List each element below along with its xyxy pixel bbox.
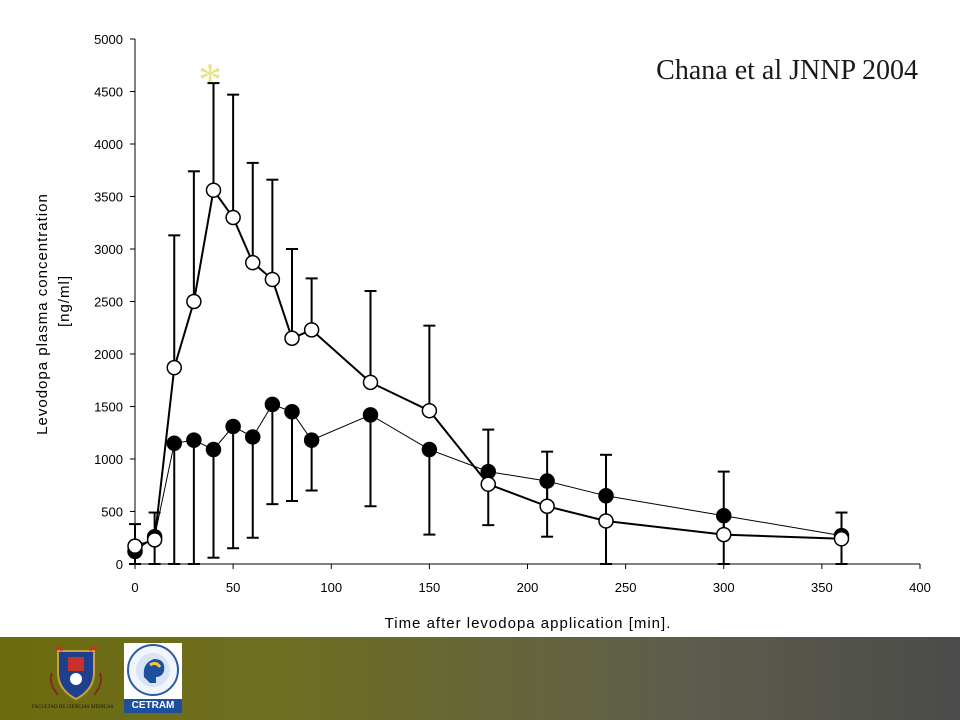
- faculty-logo: FACULTAD DE CIENCIAS MÉDICAS: [32, 643, 113, 710]
- data-point-open: [186, 293, 202, 310]
- data-point-filled: [245, 429, 261, 445]
- x-tick-label: 250: [615, 580, 637, 595]
- data-point-filled: [205, 441, 222, 458]
- data-point-open: [225, 209, 241, 226]
- x-tick-label: 50: [226, 580, 240, 595]
- y-axis-title-line2: [ng/ml]: [56, 275, 73, 327]
- x-tick-label: 0: [131, 580, 138, 595]
- data-point-filled: [362, 407, 379, 423]
- x-tick-label: 400: [909, 580, 931, 595]
- data-point-open: [539, 498, 555, 514]
- chart: 0 50 100 150 200 250 300 350 4000500100015002000…: [34, 32, 931, 632]
- data-point-open: [480, 476, 496, 492]
- x-tick-label: 350: [811, 580, 833, 595]
- y-tick-label: 4000: [94, 137, 123, 152]
- data-points: [127, 182, 850, 560]
- faculty-crest-icon: [49, 645, 103, 701]
- data-point-filled: [225, 418, 241, 435]
- data-point-filled: [303, 432, 320, 448]
- data-point-open: [146, 532, 163, 548]
- data-point-filled: [166, 435, 182, 451]
- y-tick-label: 1500: [94, 400, 123, 415]
- cetram-brain-icon: [127, 644, 179, 696]
- faculty-caption: FACULTAD DE CIENCIAS MÉDICAS: [32, 705, 114, 710]
- cetram-name: CETRAM: [124, 699, 182, 713]
- y-tick-label: 0: [116, 557, 123, 572]
- x-tick-label: 200: [517, 580, 539, 595]
- x-tick-label: 100: [320, 580, 342, 595]
- data-point-filled: [539, 473, 555, 489]
- y-tick-label: 500: [101, 505, 123, 520]
- data-point-filled: [598, 488, 614, 504]
- y-tick-label: 2000: [94, 347, 123, 362]
- data-point-open: [245, 254, 261, 271]
- cetram-logo: CETRAM: [124, 643, 182, 713]
- y-axis-title-line1: Levodopa plasma concentration: [34, 193, 51, 435]
- error-bars: [129, 82, 848, 565]
- x-tick-label: 150: [419, 580, 441, 595]
- data-point-open: [264, 271, 281, 288]
- x-tick-label: 300: [713, 580, 735, 595]
- data-point-open: [362, 374, 379, 391]
- y-tick-label: 4500: [94, 85, 123, 100]
- data-point-filled: [186, 432, 202, 448]
- significance-star: *: [198, 54, 222, 107]
- x-axis-title: Time after levodopa application [min].: [385, 615, 672, 632]
- y-tick-label: 1000: [94, 452, 123, 467]
- data-point-open: [303, 322, 320, 338]
- y-tick-label: 2500: [94, 295, 123, 310]
- data-point-open: [833, 531, 850, 547]
- data-point-open: [421, 402, 438, 419]
- data-point-open: [166, 359, 182, 376]
- data-point-open: [127, 538, 143, 554]
- data-point-filled: [421, 441, 438, 458]
- data-point-filled: [264, 396, 281, 413]
- data-point-open: [716, 526, 732, 543]
- data-point-open: [205, 182, 222, 198]
- data-point-open: [598, 513, 614, 529]
- y-tick-label: 3000: [94, 242, 123, 257]
- y-tick-label: 3500: [94, 190, 123, 205]
- data-point-filled: [716, 507, 732, 524]
- y-tick-label: 5000: [94, 32, 123, 47]
- footer-band: FACULTAD DE CIENCIAS MÉDICAS CETRAM: [0, 637, 960, 720]
- data-point-filled: [284, 404, 300, 420]
- data-point-open: [284, 330, 300, 346]
- axes: 0 50 100 150 200 250 300 350 4000500100015002000…: [94, 32, 931, 595]
- citation-label: Chana et al JNNP 2004: [656, 55, 918, 86]
